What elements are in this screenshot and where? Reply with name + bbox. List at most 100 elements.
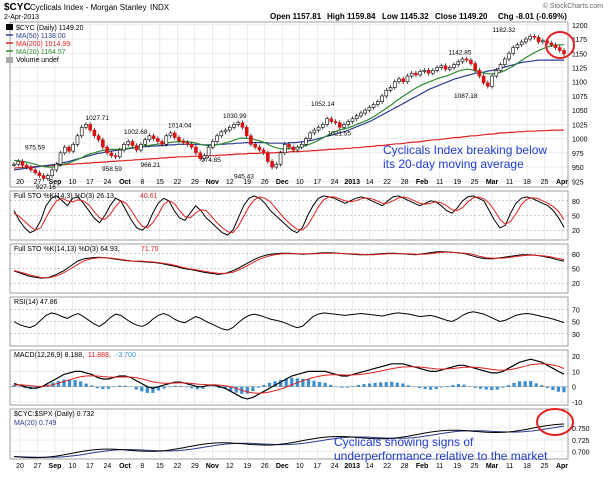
price-candle [291, 146, 296, 151]
x-tick-main: 11 [506, 179, 513, 186]
price-candle [50, 169, 54, 176]
x-tick-main: 17 [313, 179, 321, 186]
macd-hist-bar [229, 386, 233, 392]
x-tick-main: 25 [541, 179, 549, 186]
macd-hist-bar [212, 386, 216, 388]
macd-hist-bar [179, 385, 183, 387]
macd-hist-bar [317, 381, 322, 387]
macd-hist-bar [534, 383, 538, 387]
macd-hist-bar [206, 386, 211, 388]
price-candle [113, 155, 118, 158]
macd-hist-bar [17, 386, 22, 388]
macd-hist-bar [101, 386, 105, 390]
index-title: Cyclicals Index - Morgan Stanley [30, 3, 147, 12]
price-candle [443, 65, 448, 70]
x-tick-sub: Sep [49, 463, 62, 470]
price-candle [206, 146, 211, 157]
annotation-underperf-line2: underperformance relative to the market [334, 449, 548, 463]
price-candle [58, 152, 63, 165]
price-candle [20, 161, 25, 166]
price-candle [376, 101, 380, 105]
x-tick-main: 22 [383, 179, 391, 186]
macd-hist-bar [134, 386, 138, 390]
price-candle [177, 137, 181, 142]
macd-hist-bar [95, 386, 99, 389]
price-candle [253, 144, 257, 148]
price-candle [249, 135, 253, 145]
macd-hist-bar [495, 386, 499, 390]
x-tick-sub: 25 [541, 463, 549, 470]
price-candle [185, 142, 190, 145]
price-axis-tick: 1000 [572, 137, 588, 144]
macd-hist-bar [390, 381, 394, 387]
x-tick-main: 20 [16, 179, 24, 186]
price-candle [304, 138, 308, 145]
price-candle [308, 132, 312, 139]
price-value-label: 1021.55 [328, 130, 352, 137]
macd-hist-bar [517, 381, 522, 387]
macd-hist-bar [140, 386, 144, 392]
price-value-label: 945.43 [234, 174, 254, 181]
sto2-d-label: 71.70 [141, 246, 159, 253]
x-tick-sub: 29 [191, 463, 199, 470]
price-axis-tick: 925 [572, 179, 584, 186]
price-candle [287, 144, 291, 148]
price-candle [392, 81, 397, 88]
price-breakdown-circle [545, 31, 575, 59]
x-tick-main: 29 [191, 179, 199, 186]
macd-hist-bar [456, 384, 461, 387]
legend-price-swatch [6, 24, 13, 30]
price-candle [257, 146, 262, 151]
x-tick-main: 10 [69, 179, 77, 186]
macd-hist-bar [512, 383, 516, 387]
macd-axis-tick: 0 [572, 385, 576, 392]
price-value-label: 1052.14 [311, 101, 335, 108]
price-axis-tick: 950 [572, 165, 584, 172]
price-candle [333, 121, 338, 124]
sto2-axis-tick: 50 [572, 267, 580, 274]
macd-axis-tick: 20 [572, 354, 580, 361]
macd-hist-bar [467, 386, 472, 387]
macd-hist-bar [551, 386, 555, 391]
x-tick-main: 19 [243, 179, 251, 186]
price-axis-tick: 1100 [572, 80, 587, 87]
price-value-label: 1030.99 [223, 113, 247, 120]
price-candle [553, 44, 558, 48]
price-candle [532, 35, 537, 38]
panel-frames [9, 21, 569, 460]
price-legend: $CYC (Daily) 1149.20 MA(50) 1138.00 MA(2… [6, 24, 84, 64]
macd-hist-bar [267, 382, 272, 387]
price-candle [270, 161, 274, 168]
price-axis-tick: 1125 [572, 66, 587, 73]
price-candle [41, 175, 46, 179]
x-tick-sub: 18 [523, 463, 531, 470]
price-candle [223, 129, 228, 133]
x-tick-main: 28 [401, 179, 409, 186]
price-candle [266, 152, 270, 162]
sto2-axis-tick: 20 [572, 281, 580, 288]
x-tick-main: 10 [296, 179, 304, 186]
price-candle [194, 146, 198, 154]
price-candle [211, 141, 215, 148]
price-candle [215, 135, 219, 142]
macd-hist-bar [84, 383, 88, 387]
price-candle [481, 75, 486, 84]
price-candle [524, 38, 528, 43]
macd-hist-bar [273, 381, 277, 387]
price-candle [541, 40, 545, 43]
price-candle [562, 50, 566, 55]
price-candle [384, 89, 389, 97]
stockcharts-credit: © StockCharts.com [543, 2, 604, 10]
ratio-ma-label: MA(20) 0.749 [14, 420, 57, 427]
macd-hist-bar [190, 386, 194, 389]
x-tick-sub: 24 [331, 463, 339, 470]
price-candle [84, 124, 88, 128]
price-candle [29, 166, 33, 171]
price-axis-tick: 1025 [572, 122, 588, 129]
price-candle [405, 75, 410, 83]
x-tick-main: 8 [140, 179, 144, 186]
panel-frame-price [9, 21, 569, 188]
macd-hist-bar [279, 379, 283, 387]
ohlc-change: Chg -8.01 (-0.69%) [498, 12, 567, 21]
price-value-label: 1182.32 [493, 27, 516, 34]
